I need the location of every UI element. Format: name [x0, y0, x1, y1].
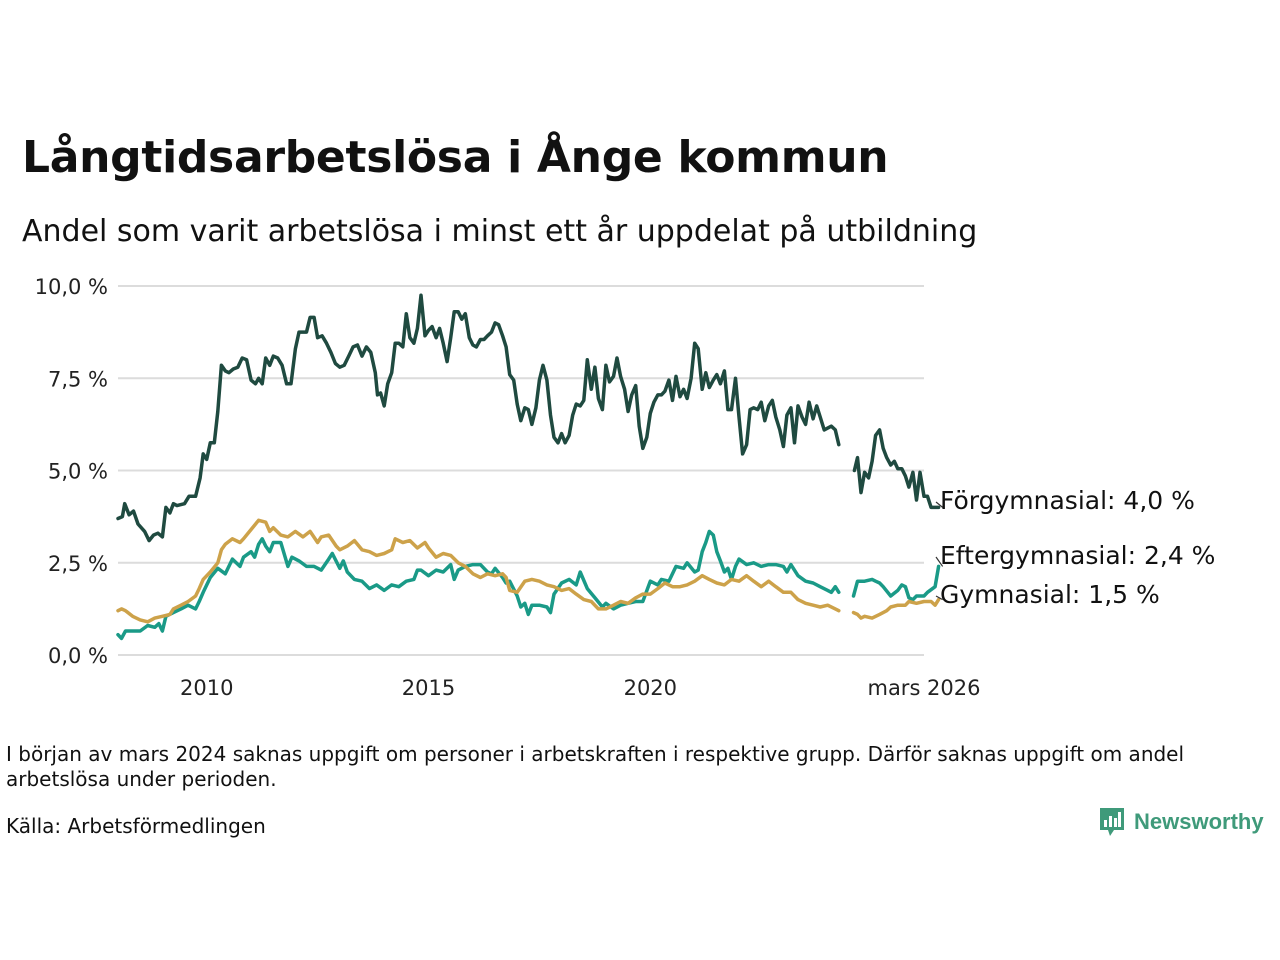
y-axis-tick-labels: 0,0 % 2,5 % 5,0 % 7,5 % 10,0 % [35, 275, 108, 668]
series-lines [116, 293, 941, 641]
x-tick-label: 2010 [180, 676, 233, 700]
brand-name: Newsworthy [1134, 809, 1264, 834]
x-tick-label: mars 2026 [867, 676, 980, 700]
grid-lines [118, 285, 924, 656]
footnote: I början av mars 2024 saknas uppgift om … [6, 742, 1185, 791]
end-label-eftergymnasial: Eftergymnasial: 2,4 % [940, 541, 1215, 570]
y-tick-label: 10,0 % [35, 275, 108, 299]
series-line-gymnasial [116, 518, 941, 624]
end-label-förgymnasial: Förgymnasial: 4,0 % [940, 486, 1195, 515]
series-line-eftergymnasial [116, 529, 941, 641]
label-leader-line [935, 595, 943, 601]
x-tick-label: 2015 [402, 676, 455, 700]
y-tick-label: 5,0 % [48, 460, 108, 484]
label-leader-line [935, 556, 944, 567]
x-tick-label: 2020 [624, 676, 677, 700]
source-credit: Källa: Arbetsförmedlingen [6, 814, 266, 838]
chart-subtitle: Andel som varit arbetslösa i minst ett å… [22, 214, 978, 249]
end-label-gymnasial: Gymnasial: 1,5 % [940, 580, 1160, 609]
series-line-förgymnasial [116, 293, 941, 543]
series-end-labels: Förgymnasial: 4,0 % Eftergymnasial: 2,4 %… [935, 486, 1215, 609]
y-tick-label: 0,0 % [48, 644, 108, 668]
newsworthy-logo-icon [1100, 808, 1124, 836]
chart-title: Långtidsarbetslösa i Ånge kommun [22, 132, 889, 183]
label-leader-line [935, 501, 944, 508]
newsworthy-logo: Newsworthy [1098, 806, 1264, 838]
y-tick-label: 7,5 % [48, 367, 108, 391]
x-axis-tick-labels: 2010 2015 2020 mars 2026 [180, 676, 981, 700]
y-tick-label: 2,5 % [48, 552, 108, 576]
